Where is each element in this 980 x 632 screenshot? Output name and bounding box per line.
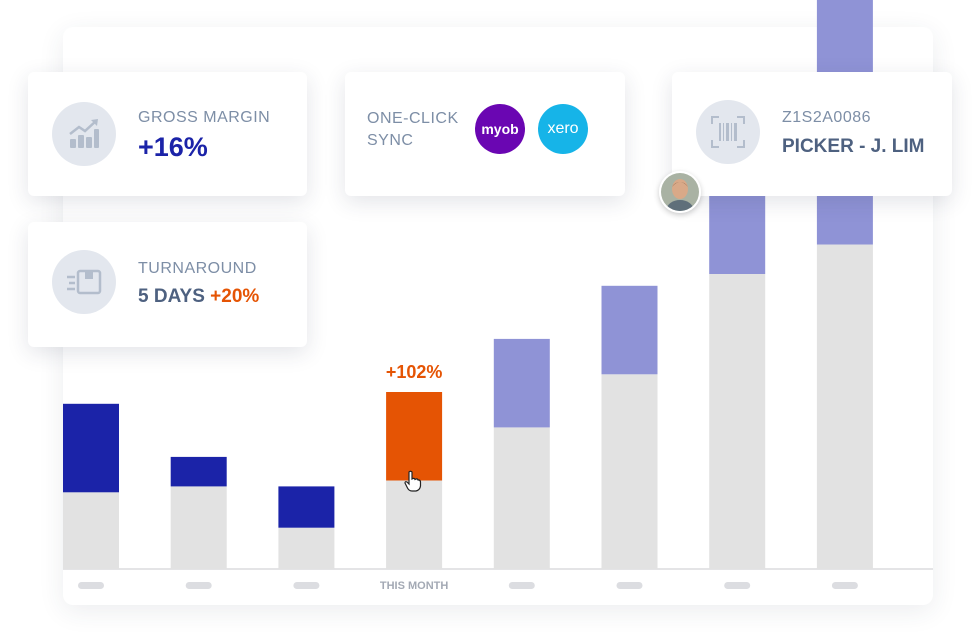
x-tick-placeholder — [616, 582, 643, 589]
avatar[interactable] — [659, 171, 701, 213]
picker-code: Z1S2A0086 — [782, 109, 872, 126]
bar-growth-5 — [601, 285, 658, 375]
barcode-icon-circle — [696, 100, 760, 164]
sync-label-line2: SYNC — [367, 132, 414, 149]
bar-base-5 — [601, 374, 658, 569]
turnaround-value: 5 DAYS +20% — [138, 286, 259, 308]
bar-growth-1 — [170, 456, 227, 487]
hand-pointer-cursor-icon — [404, 470, 422, 492]
x-tick-placeholder — [293, 582, 320, 589]
myob-logo[interactable]: myob — [475, 104, 525, 154]
turnaround-icon-circle — [52, 250, 116, 314]
bar-growth-2 — [278, 486, 335, 528]
x-tick-placeholder — [508, 582, 535, 589]
one-click-sync-card: ONE-CLICK SYNC myob xero — [345, 72, 625, 196]
bar-base-1 — [170, 486, 227, 569]
turnaround-change: +20% — [210, 286, 260, 307]
picker-card: Z1S2A0086 PICKER - J. LIM — [672, 72, 952, 196]
person-photo-icon — [661, 173, 699, 211]
x-tick-placeholder — [185, 582, 212, 589]
x-tick-placeholder — [831, 582, 858, 589]
bar-growth-4 — [493, 338, 550, 428]
bar-base-7 — [816, 244, 873, 569]
gross-margin-card: GROSS MARGIN +16% — [28, 72, 307, 196]
bar-base-6 — [709, 274, 766, 569]
bar-base-2 — [278, 527, 335, 569]
gross-margin-value: +16% — [138, 132, 208, 162]
turnaround-label: TURNAROUND — [138, 260, 257, 277]
x-tick-label: THIS MONTH — [380, 580, 448, 592]
x-tick-placeholder — [724, 582, 751, 589]
growth-chart-icon — [69, 119, 99, 148]
bar-growth-3[interactable] — [386, 392, 443, 481]
bar-base-4 — [493, 427, 550, 569]
bar-base-3 — [386, 480, 443, 569]
x-tick-placeholder — [78, 582, 104, 589]
turnaround-card: TURNAROUND 5 DAYS +20% — [28, 222, 307, 347]
fast-delivery-box-icon — [67, 269, 102, 295]
turnaround-days: 5 DAYS — [138, 286, 205, 307]
gross-margin-label: GROSS MARGIN — [138, 109, 271, 126]
picker-name: PICKER - J. LIM — [782, 136, 925, 157]
xero-logo[interactable]: xero — [538, 104, 588, 154]
highlight-data-label: +102% — [386, 362, 443, 382]
bar-growth-0 — [63, 403, 119, 493]
bar-base-0 — [63, 492, 119, 569]
barcode-icon — [711, 116, 745, 148]
gross-margin-icon-circle — [52, 102, 116, 166]
sync-label-line1: ONE-CLICK — [367, 110, 459, 127]
